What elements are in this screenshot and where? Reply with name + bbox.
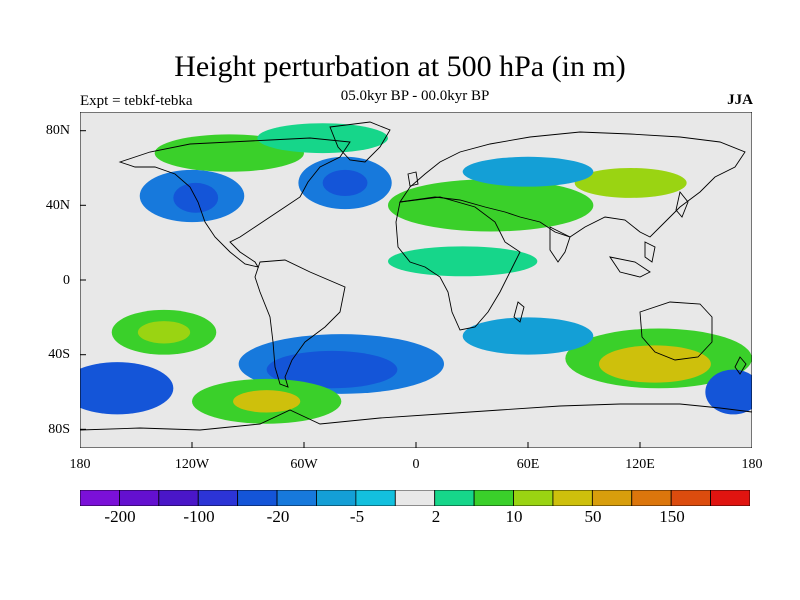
colorbar	[80, 490, 750, 506]
chart-title: Height perturbation at 500 hPa (in m)	[174, 50, 626, 83]
colorbar-swatch	[513, 490, 554, 506]
chart-subtitle: 05.0kyr BP - 00.0kyr BP	[340, 88, 490, 104]
colorbar-label: -20	[266, 507, 290, 526]
field-blue-southern-indian	[462, 317, 594, 355]
lat-tick-80s: 80S	[48, 422, 70, 437]
field-yellow-south-pacific	[137, 321, 191, 344]
lon-tick-120e: 120E	[625, 457, 655, 472]
field-blue-central-asia	[462, 156, 594, 187]
experiment-label: Expt = tebkf-tebka	[80, 93, 193, 109]
map-ticks	[80, 130, 641, 448]
lon-tick-180e: 180	[741, 457, 763, 472]
lon-tick-180w: 180	[69, 457, 91, 472]
lon-tick-60e: 60E	[516, 457, 540, 472]
colorbar-swatch	[119, 490, 160, 506]
lat-tick-40s: 40S	[48, 347, 70, 362]
colorbar-swatch	[670, 490, 711, 506]
colorbar-swatch	[158, 490, 199, 506]
colorbar-label: 150	[659, 507, 685, 526]
colorbar-label: 2	[431, 507, 441, 526]
field-core-south-atlantic	[266, 350, 398, 389]
lat-tick-40n: 40N	[45, 198, 70, 213]
field-yellow-southeast-pacific	[233, 390, 301, 413]
colorbar-swatch	[237, 490, 278, 506]
field-yellow-siberia	[574, 168, 687, 198]
colorbar-label: 50	[584, 507, 602, 526]
colorbar-swatch	[316, 490, 357, 506]
colorbar-label: 10	[505, 507, 523, 526]
lat-tick-80n: 80N	[45, 123, 70, 138]
colorbar-swatch	[710, 490, 750, 506]
colorbar-swatch	[276, 490, 317, 506]
colorbar-swatch	[473, 490, 514, 506]
colorbar-swatch	[591, 490, 633, 506]
contour-fields	[80, 123, 752, 424]
colorbar-label: -100	[183, 507, 215, 526]
colorbar-swatch	[80, 490, 120, 506]
colorbar-swatch	[434, 490, 475, 506]
field-green-tropical-africa	[388, 246, 538, 277]
contour-map	[80, 112, 752, 448]
colorbar-swatch	[394, 490, 436, 506]
colorbar-swatch	[197, 490, 239, 506]
colorbar-label: -200	[104, 507, 136, 526]
colorbar-swatch	[355, 490, 396, 506]
field-blue-southwest-pacific	[80, 362, 174, 415]
lon-tick-0: 0	[412, 457, 420, 472]
lat-tick-0: 0	[63, 273, 70, 288]
field-blue-far-southeast	[705, 369, 752, 415]
season-label: JJA	[727, 92, 753, 108]
field-green-eurasia	[388, 179, 594, 232]
field-yellow-indian-ocean	[598, 345, 711, 383]
field-core-north-atlantic	[322, 169, 368, 196]
field-green-greenland	[257, 123, 388, 154]
colorbar-swatch	[631, 490, 672, 506]
colorbar-label: -5	[349, 507, 365, 526]
colorbar-swatch	[552, 490, 593, 506]
coastlines	[80, 121, 752, 431]
lon-tick-120w: 120W	[174, 457, 210, 472]
lon-tick-60w: 60W	[290, 457, 318, 472]
